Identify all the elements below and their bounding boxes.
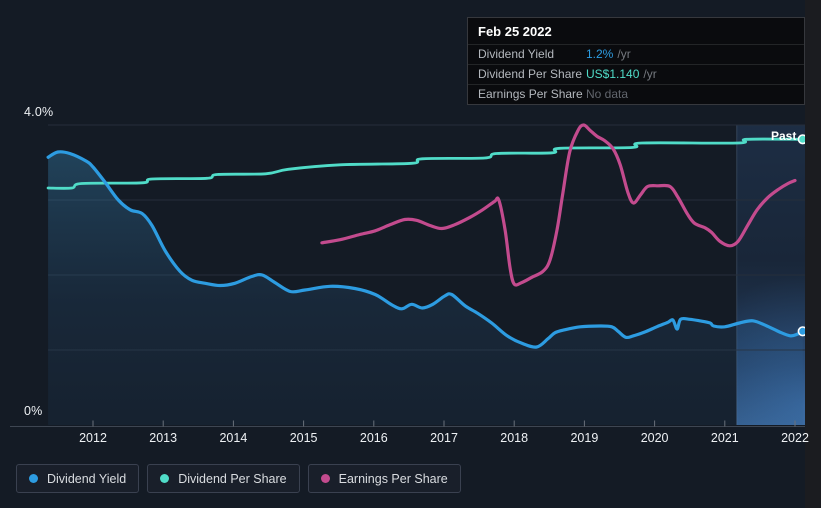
x-axis-year-label: 2022 — [781, 431, 809, 445]
tooltip-row-dividend-yield: Dividend Yield 1.2% /yr — [468, 44, 804, 64]
x-axis-year-label: 2021 — [710, 431, 739, 445]
right-margin-strip — [805, 0, 821, 508]
y-axis-label-zero: 0% — [24, 404, 43, 418]
legend-item-earnings-per-share[interactable]: Earnings Per Share — [307, 464, 461, 493]
tooltip-value: 1.2% — [586, 47, 614, 61]
tooltip-value: No data — [586, 87, 629, 101]
legend-label: Dividend Yield — [47, 471, 127, 486]
legend-label: Dividend Per Share — [178, 471, 287, 486]
series-color-dot-icon — [160, 474, 170, 483]
series-lines — [46, 123, 808, 425]
x-axis-year-label: 2016 — [359, 431, 388, 445]
legend-label: Earnings Per Share — [338, 471, 448, 486]
tooltip-label: Dividend Per Share — [478, 67, 583, 81]
chart-legend: Dividend Yield Dividend Per Share Earnin… — [16, 464, 461, 493]
past-region-label: Past — [771, 129, 797, 143]
x-axis — [10, 420, 805, 427]
chart-tooltip: Feb 25 2022 Dividend Yield 1.2% /yr Divi… — [467, 17, 805, 105]
tooltip-row-earnings-per-share: Earnings Per Share No data — [468, 84, 804, 104]
tooltip-date: Feb 25 2022 — [478, 24, 552, 39]
legend-item-dividend-per-share[interactable]: Dividend Per Share — [147, 464, 300, 493]
legend-item-dividend-yield[interactable]: Dividend Yield — [16, 464, 140, 493]
tooltip-value-suffix: /yr — [643, 67, 657, 81]
y-axis-label-top: 4.0% — [24, 105, 54, 119]
tooltip-value-suffix: /yr — [617, 47, 631, 61]
tooltip-row-dividend-per-share: Dividend Per Share US$1.140 /yr — [468, 64, 804, 84]
series-color-dot-icon — [29, 474, 38, 483]
x-axis-year-label: 2020 — [640, 431, 669, 445]
x-axis-year-label: 2019 — [570, 431, 599, 445]
x-axis-year-label: 2015 — [289, 431, 318, 445]
x-axis-year-label: 2014 — [219, 431, 248, 445]
tooltip-label: Earnings Per Share — [478, 87, 583, 101]
x-axis-year-label: 2013 — [149, 431, 178, 445]
x-axis-year-label: 2012 — [79, 431, 107, 445]
tooltip-label: Dividend Yield — [478, 47, 555, 61]
x-axis-year-label: 2017 — [430, 431, 458, 445]
x-axis-year-label: 2018 — [500, 431, 529, 445]
series-color-dot-icon — [320, 474, 330, 483]
tooltip-value: US$1.140 — [586, 67, 640, 81]
x-axis-labels: 2012 2013 2014 2015 2016 2017 2018 2019 2020 2021… — [0, 431, 821, 447]
